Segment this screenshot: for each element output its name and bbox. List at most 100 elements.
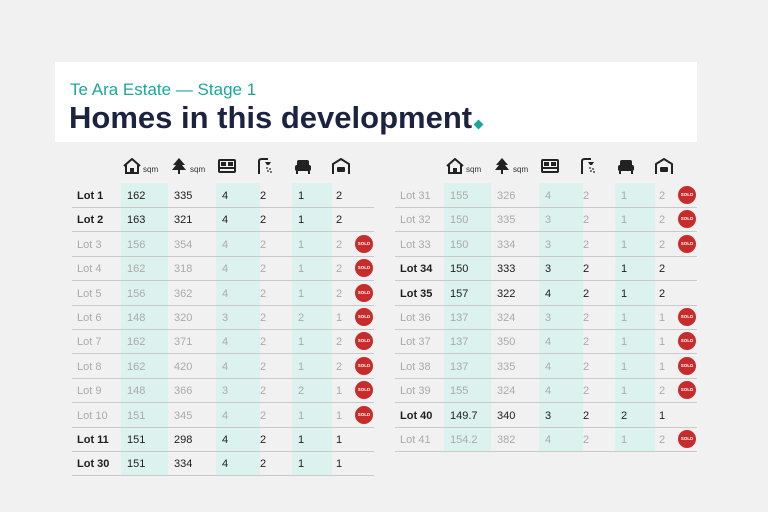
- lot-value: 154.2: [450, 434, 478, 446]
- lot-label: Lot 37: [400, 336, 431, 349]
- icon: [218, 159, 236, 173]
- lot-value: 150: [450, 238, 469, 251]
- lot-value: 2: [336, 238, 343, 251]
- lot-value: 1: [336, 434, 343, 446]
- lot-value: 162: [127, 336, 146, 349]
- lot-value: 2: [260, 287, 267, 300]
- lot-value: 298: [174, 434, 193, 446]
- lot-value: 2: [583, 360, 590, 373]
- lot-value: 2: [659, 287, 666, 300]
- lot-row: Lot 39 155 324 4 2 1 2 SOLD: [395, 378, 697, 404]
- lot-value: 2: [659, 385, 666, 398]
- title: Homes in this development: [69, 100, 484, 136]
- lot-value: 4: [222, 190, 229, 202]
- icon: [541, 159, 559, 173]
- column-icon: [446, 157, 464, 179]
- lot-value: 2: [583, 434, 590, 446]
- lot-value: 2: [659, 190, 666, 202]
- sold-badge: SOLD: [355, 356, 373, 375]
- lot-value: 333: [497, 263, 516, 276]
- lot-value: 335: [174, 190, 193, 202]
- lot-value: 4: [545, 385, 552, 398]
- lot-value: 148: [127, 312, 146, 324]
- lot-value: 1: [336, 312, 343, 324]
- lot-value: 151: [127, 434, 146, 446]
- column-icon: [579, 158, 597, 179]
- lot-value: 2: [336, 190, 343, 202]
- lot-row: Lot 6 148 320 3 2 2 1 SOLD: [72, 305, 374, 330]
- icon: [172, 158, 186, 174]
- lot-value: 1: [336, 458, 343, 471]
- lot-value: 1: [336, 409, 343, 422]
- lot-value: 1: [621, 336, 628, 349]
- lot-value: 2: [583, 385, 590, 398]
- sold-badge: SOLD: [355, 405, 373, 424]
- column-icon: [655, 157, 673, 179]
- lot-value: 162: [127, 263, 146, 276]
- column-shading: [444, 183, 491, 452]
- unit-label: sqm: [513, 165, 529, 174]
- lot-label: Lot 4: [77, 263, 102, 276]
- lot-value: 2: [583, 287, 590, 300]
- lot-label: Lot 36: [400, 312, 431, 324]
- sold-badge: SOLD: [678, 332, 696, 351]
- lot-row: Lot 31 155 326 4 2 1 2 SOLD: [395, 183, 697, 208]
- lot-value: 2: [621, 409, 628, 422]
- lot-label: Lot 8: [77, 360, 102, 373]
- lot-value: 4: [222, 360, 229, 373]
- lot-value: 2: [260, 312, 267, 324]
- lot-value: 2: [659, 434, 666, 446]
- lot-row: Lot 32 150 335 3 2 1 2 SOLD: [395, 207, 697, 233]
- lot-value: 150: [450, 214, 469, 227]
- lot-value: 1: [621, 263, 628, 276]
- lot-row: Lot 4 162 318 4 2 1 2 SOLD: [72, 256, 374, 282]
- icon: [332, 157, 350, 174]
- lot-value: 2: [583, 214, 590, 227]
- sold-badge: SOLD: [355, 283, 373, 302]
- sold-badge: SOLD: [355, 381, 373, 400]
- lot-label: Lot 30: [77, 458, 110, 471]
- lot-value: 335: [497, 214, 516, 227]
- icon: [618, 160, 634, 174]
- lot-value: 2: [583, 263, 590, 276]
- lot-label: Lot 31: [400, 190, 431, 202]
- lot-value: 2: [260, 214, 267, 227]
- lot-value: 3: [222, 312, 229, 324]
- icon: [581, 158, 595, 174]
- lot-value: 322: [497, 287, 516, 300]
- lot-row: Lot 30 151 334 4 2 1 1: [72, 451, 374, 477]
- lot-value: 1: [659, 360, 666, 373]
- lot-label: Lot 32: [400, 214, 431, 227]
- lot-value: 335: [497, 360, 516, 373]
- lot-value: 4: [545, 190, 552, 202]
- lot-row: Lot 37 137 350 4 2 1 1 SOLD: [395, 329, 697, 355]
- column-shading: [539, 183, 583, 452]
- lot-label: Lot 5: [77, 287, 102, 300]
- lot-value: 4: [222, 458, 229, 471]
- lot-value: 1: [659, 409, 666, 422]
- lot-value: 1: [621, 190, 628, 202]
- lot-row: Lot 3 156 354 4 2 1 2 SOLD: [72, 232, 374, 257]
- lot-label: Lot 34: [400, 263, 433, 276]
- lot-value: 4: [222, 434, 229, 446]
- lot-row: Lot 7 162 371 4 2 1 2 SOLD: [72, 329, 374, 355]
- sold-badge: SOLD: [678, 308, 696, 326]
- lot-value: 362: [174, 287, 193, 300]
- lot-value: 4: [545, 336, 552, 349]
- lot-value: 4: [222, 336, 229, 349]
- lot-value: 1: [659, 312, 666, 324]
- unit-label: sqm: [143, 165, 159, 174]
- title-text: Homes in this development: [69, 100, 473, 135]
- lot-row: Lot 36 137 324 3 2 1 1 SOLD: [395, 305, 697, 330]
- lot-value: 2: [260, 434, 267, 446]
- sold-badge: SOLD: [355, 234, 373, 253]
- icon: [446, 157, 464, 174]
- lot-label: Lot 7: [77, 336, 102, 349]
- lot-value: 334: [497, 238, 516, 251]
- lot-label: Lot 11: [77, 434, 109, 446]
- sold-badge: SOLD: [355, 259, 373, 278]
- sold-badge: SOLD: [678, 210, 696, 229]
- lot-value: 324: [497, 312, 516, 324]
- lot-value: 2: [298, 312, 305, 324]
- column-icon: [493, 158, 511, 179]
